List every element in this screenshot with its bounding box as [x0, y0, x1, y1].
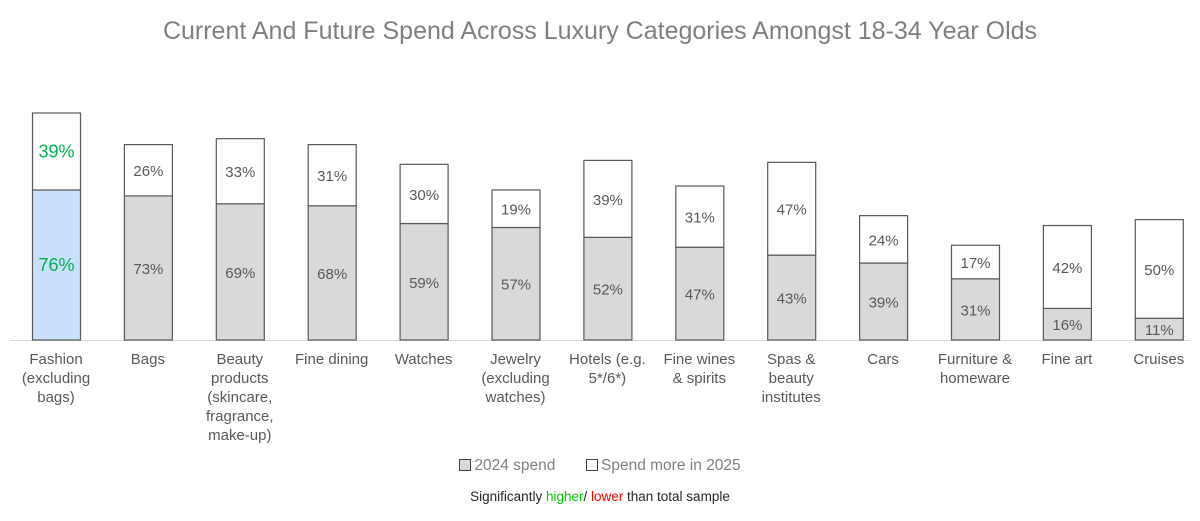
bar-segment-2025 — [675, 185, 725, 248]
bar-segment-2024 — [583, 236, 633, 341]
note-higher: higher — [545, 489, 584, 504]
legend-item-2025: Spend more in 2025 — [586, 457, 741, 474]
data-label: 43% — [777, 291, 807, 308]
bar-segment-2024 — [491, 226, 541, 341]
category-label: Fine art — [1041, 351, 1093, 368]
bar-segment-2025 — [1134, 218, 1184, 319]
category-label: Jewelry (excluding watches) — [481, 351, 550, 406]
bar-segment-2024 — [767, 254, 817, 341]
bar-segment-2024 — [31, 189, 82, 341]
bar-segment-2024 — [307, 205, 357, 341]
bar-segment-2025 — [583, 159, 633, 238]
data-label: 76% — [38, 255, 74, 275]
legend: 2024 spend Spend more in 2025 — [0, 457, 1200, 475]
data-label: 31% — [317, 168, 347, 185]
data-label: 31% — [960, 302, 990, 319]
category-label: Furniture & homeware — [937, 351, 1013, 387]
category-label: Fine wines & spirits — [663, 351, 736, 387]
bar-segment-2025 — [767, 161, 817, 256]
category-label: Fashion (excluding bags) — [21, 351, 91, 406]
data-label: 17% — [960, 255, 990, 272]
note-suffix: than total sample — [623, 489, 730, 504]
chart-title: Current And Future Spend Across Luxury C… — [162, 17, 1038, 45]
legend-label-2025: Spend more in 2025 — [601, 457, 741, 474]
bar-segment-2024 — [950, 278, 1001, 341]
legend-swatch-2025 — [586, 459, 599, 471]
data-label: 68% — [317, 266, 347, 283]
data-label: 11% — [1145, 322, 1174, 339]
significance-note: Significantly higher/ lower than total s… — [0, 489, 1200, 504]
category-label: Beauty products (skincare, fragrance, make-u… — [206, 351, 274, 444]
category-label: Cars — [867, 351, 899, 368]
data-label: 59% — [409, 275, 439, 292]
data-label: 26% — [133, 163, 163, 180]
bar-segment-2025 — [491, 189, 541, 229]
data-label: 57% — [501, 277, 531, 294]
bar-segment-2025 — [123, 143, 174, 197]
note-prefix: Significantly — [470, 489, 546, 504]
bar-segment-2024 — [675, 246, 725, 341]
data-label: 73% — [133, 261, 163, 278]
category-label: Spas & beauty institutes — [761, 351, 821, 406]
data-label: 30% — [409, 187, 439, 204]
legend-swatch-2024 — [459, 459, 472, 471]
data-label: 39% — [869, 295, 899, 312]
category-label: Watches — [394, 351, 453, 368]
note-lower: lower — [591, 489, 624, 504]
bar-segment-2025 — [307, 143, 357, 207]
note-sep: / — [583, 489, 591, 504]
data-label: 47% — [685, 287, 715, 304]
data-label: 16% — [1052, 317, 1082, 334]
data-label: 19% — [501, 202, 531, 219]
data-label: 33% — [225, 164, 255, 181]
data-label: 24% — [869, 232, 899, 249]
data-label: 39% — [593, 192, 623, 209]
category-label: Bags — [130, 351, 165, 368]
category-label: Fine dining — [294, 351, 369, 368]
data-label: 69% — [225, 265, 255, 282]
legend-item-2024: 2024 spend — [459, 457, 555, 474]
bar-segment-2025 — [950, 244, 1001, 280]
bar-segment-2024 — [858, 262, 909, 341]
data-label: 31% — [685, 210, 715, 227]
bar-segment-2025 — [215, 138, 265, 205]
bar-segment-2025 — [31, 112, 82, 191]
bar-segment-2024 — [215, 203, 265, 341]
data-label: 52% — [593, 282, 623, 299]
bar-segment-2024 — [399, 222, 449, 341]
category-label: Cruises — [1133, 351, 1185, 368]
bar-segment-2025 — [399, 163, 449, 225]
category-label: Hotels (e.g. 5*/6*) — [569, 351, 646, 387]
data-label: 50% — [1144, 262, 1174, 279]
bar-segment-2025 — [858, 215, 909, 264]
data-label: 42% — [1052, 260, 1082, 277]
bar-segment-2025 — [1042, 224, 1093, 310]
legend-label-2024: 2024 spend — [474, 457, 556, 474]
data-label: 39% — [38, 141, 74, 161]
data-label: 47% — [777, 202, 807, 219]
